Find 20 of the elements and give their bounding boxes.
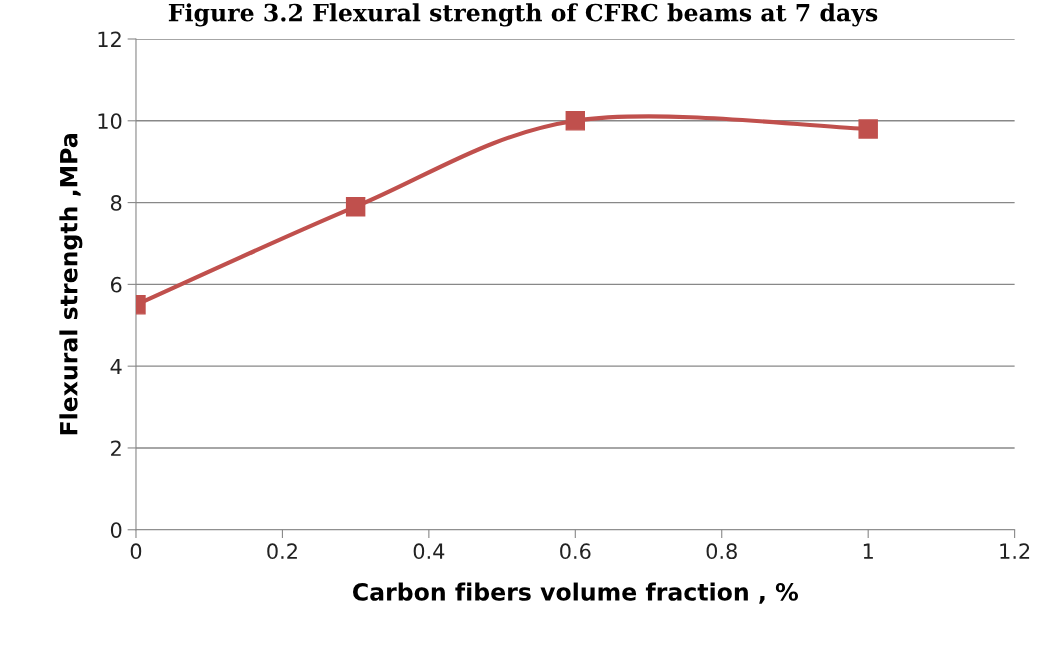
x-tick-label: 0: [130, 543, 142, 560]
y-tick-label: 8: [110, 195, 122, 211]
x-tick-label: 0.8: [706, 543, 737, 560]
y-tick-label: 2: [111, 440, 121, 456]
x-tick-label: 0.2: [267, 543, 297, 560]
y-tick-label: 0: [110, 522, 122, 538]
y-tick-label: 10: [98, 113, 122, 129]
y-axis-title: Flexural strength ,MPa: [59, 134, 83, 435]
point: [565, 111, 586, 131]
point: [345, 196, 366, 217]
y-tick-label: 4: [110, 358, 122, 375]
chart-title: Figure 3.2 Flexural strength of CFRC beams at 7 days: [168, 3, 878, 27]
x-axis-title: Carbon fibers volume fraction , %: [353, 582, 799, 604]
y-tick-label: 6: [110, 276, 122, 293]
point: [858, 119, 878, 139]
x-tick-label: 0.6: [560, 543, 591, 560]
x-tick-label: 0.4: [413, 543, 445, 560]
y-tick-label: 12: [98, 31, 121, 47]
x-tick-label: 1.2: [1000, 543, 1030, 559]
x-tick-label: 1: [863, 543, 873, 559]
